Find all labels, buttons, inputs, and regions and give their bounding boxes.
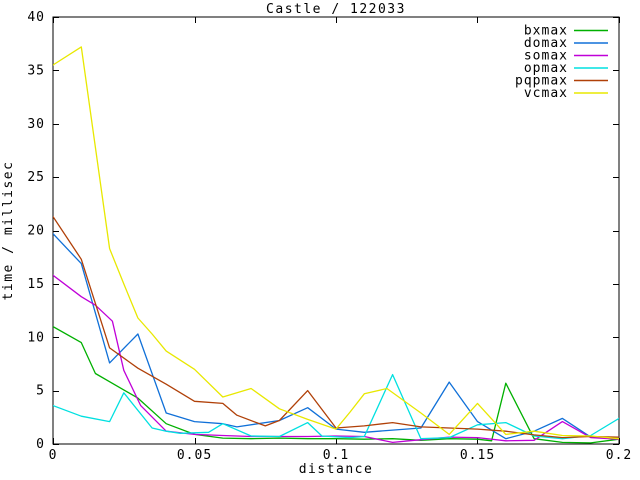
legend-label: pqpmax — [515, 74, 568, 89]
plot-frame — [52, 16, 620, 445]
series-line-opmax — [53, 373, 619, 440]
legend-label: domax — [524, 36, 568, 51]
x-tick-label: 0.15 — [460, 448, 495, 463]
legend-label: opmax — [524, 61, 568, 76]
y-tick-label: 15 — [27, 277, 45, 292]
series-line-bxmax — [53, 325, 619, 444]
legend-item: pqpmax — [515, 74, 608, 89]
x-tick-label: 0.1 — [323, 448, 349, 463]
legend-item: opmax — [524, 61, 608, 76]
legend-label: somax — [524, 49, 568, 64]
legend-item: domax — [524, 36, 608, 51]
legend-item: somax — [524, 49, 608, 64]
series-line-domax — [53, 233, 619, 440]
legend-label: vcmax — [524, 86, 568, 101]
y-tick-label: 35 — [27, 63, 45, 78]
chart-title: Castle / 122033 — [266, 2, 406, 17]
y-tick-label: 40 — [27, 10, 45, 25]
legend-item: vcmax — [524, 86, 608, 101]
legend-label: bxmax — [524, 24, 568, 39]
y-tick-label: 5 — [36, 384, 45, 399]
x-axis-label: distance — [299, 462, 374, 477]
y-tick-label: 10 — [27, 330, 45, 345]
series-group — [53, 46, 619, 444]
y-tick-label: 20 — [27, 224, 45, 239]
x-tick-label: 0 — [49, 448, 58, 463]
y-tick-label: 0 — [36, 437, 45, 452]
legend-item: bxmax — [524, 24, 608, 39]
series-line-somax — [53, 274, 619, 444]
x-tick-label: 0.05 — [177, 448, 212, 463]
y-axis-label: time / millisec — [1, 161, 16, 301]
y-tick-label: 30 — [27, 117, 45, 132]
x-tick-label: 0.2 — [606, 448, 632, 463]
series-line-vcmax — [53, 46, 619, 440]
y-tick-label: 25 — [27, 170, 45, 185]
series-line-pqpmax — [53, 215, 619, 439]
